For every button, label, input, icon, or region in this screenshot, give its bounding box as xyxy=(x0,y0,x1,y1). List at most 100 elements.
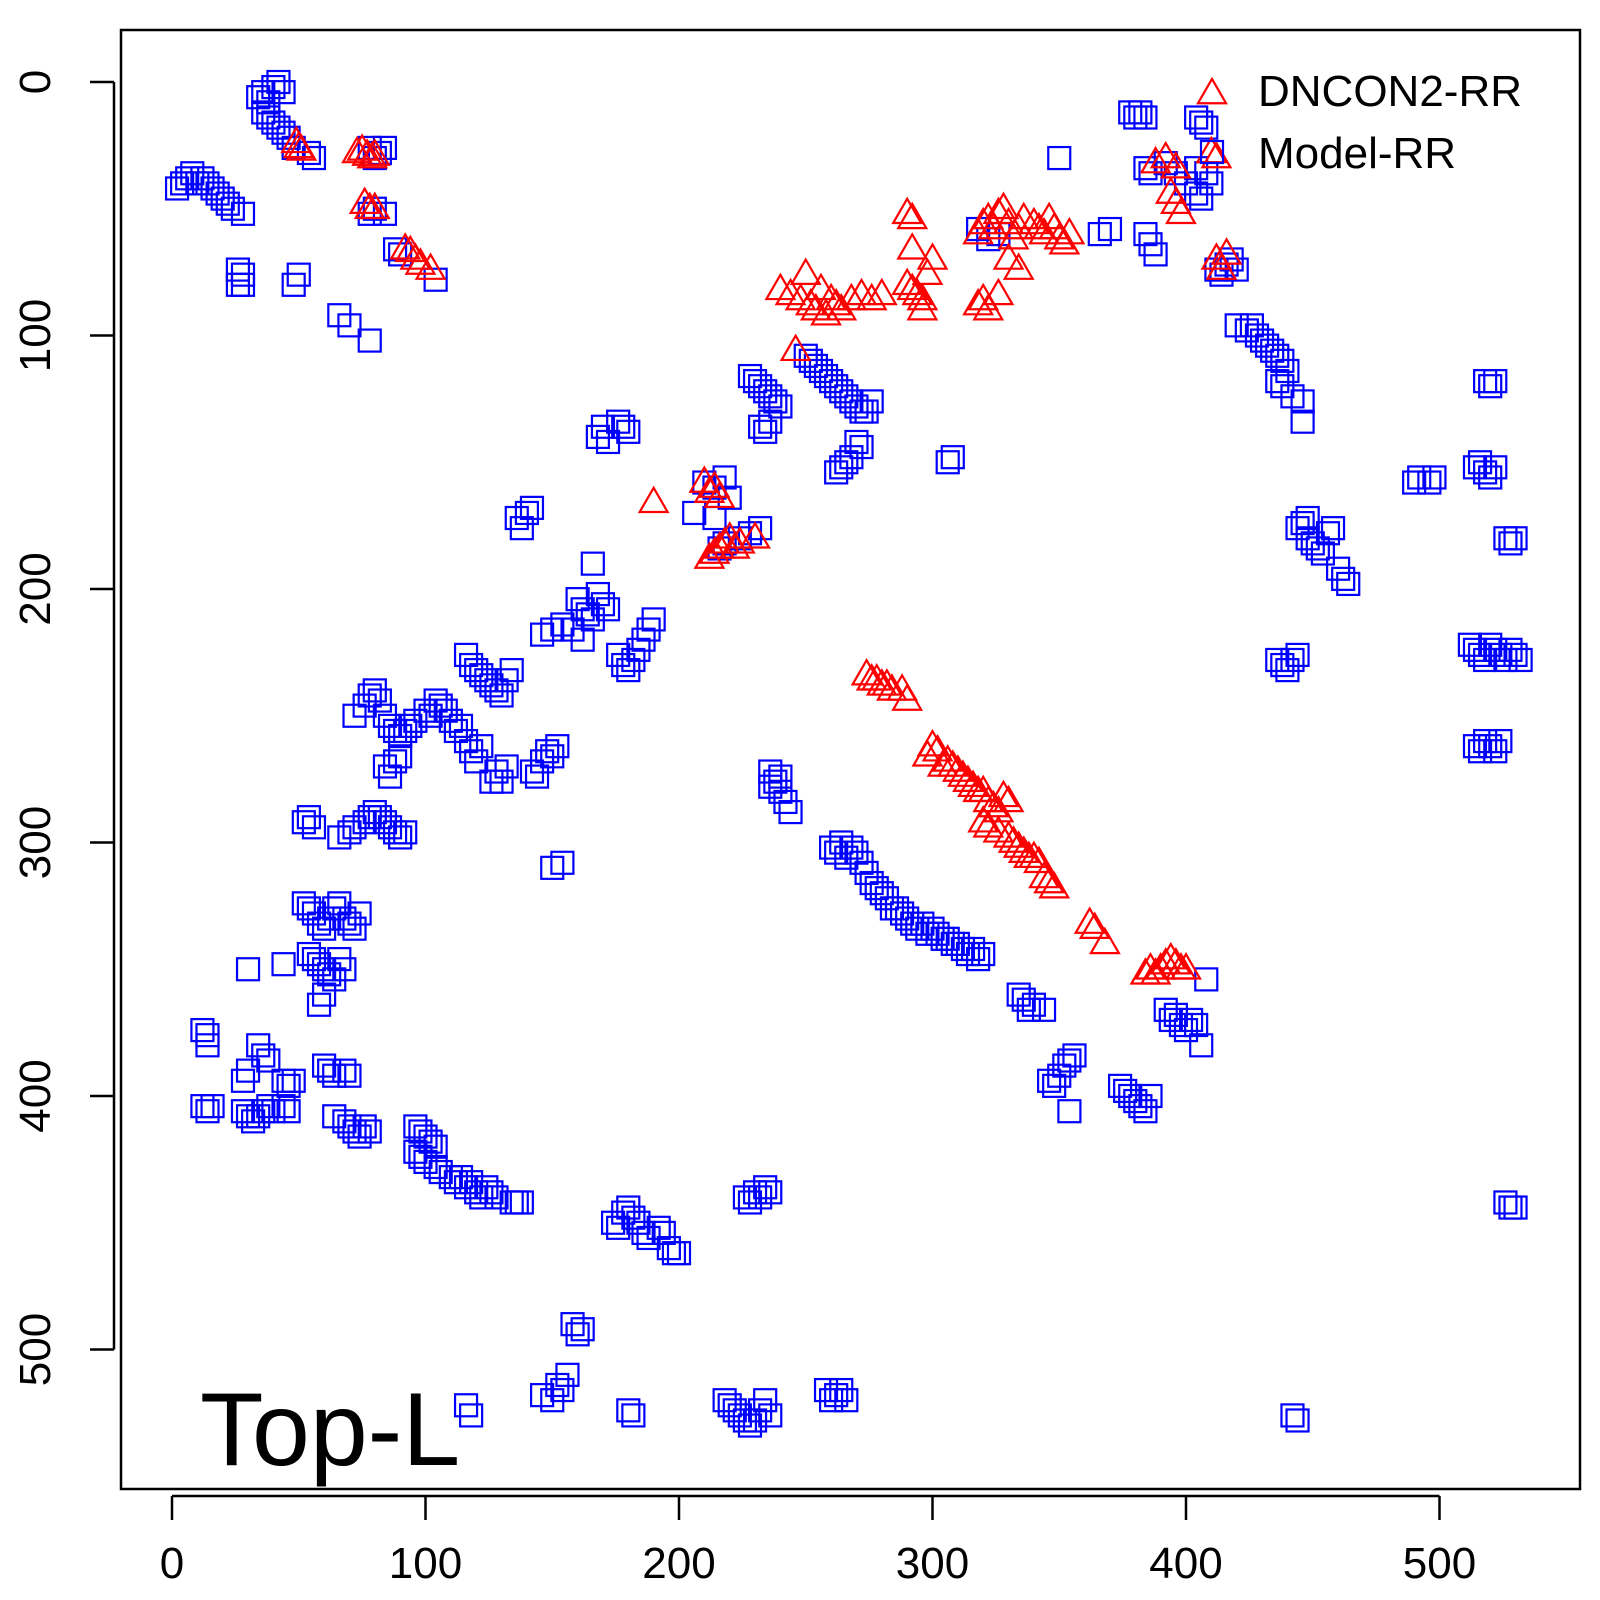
model-rr-point xyxy=(1057,1099,1082,1124)
dncon2-rr-point xyxy=(906,292,939,321)
model-rr-point xyxy=(301,815,327,840)
model-rr-point xyxy=(235,957,261,982)
dncon2-rr-point xyxy=(896,201,929,230)
model-rr-point xyxy=(448,713,474,738)
dncon2-rr-points xyxy=(280,125,1243,985)
model-rr-point xyxy=(935,450,960,475)
model-rr-point xyxy=(590,414,616,439)
dncon2-rr-point xyxy=(739,521,771,549)
y-tick-label: 100 xyxy=(11,299,60,372)
model-rr-point xyxy=(1478,374,1503,399)
legend-dncon2-marker xyxy=(1196,76,1228,105)
model-rr-point xyxy=(1508,647,1533,673)
dncon2-rr-point xyxy=(987,779,1020,808)
model-rr-point xyxy=(940,445,965,470)
dncon2-rr-point xyxy=(723,526,756,554)
model-rr-point xyxy=(1336,571,1361,597)
x-tick-label: 100 xyxy=(389,1539,462,1588)
x-tick-label: 400 xyxy=(1149,1539,1222,1588)
dncon2-rr-point xyxy=(982,277,1015,306)
model-rr-point xyxy=(1488,728,1513,754)
model-rr-point xyxy=(1280,1403,1305,1428)
model-rr-point xyxy=(1189,1033,1214,1058)
model-rr-point xyxy=(971,941,996,967)
model-rr-point xyxy=(1133,105,1158,130)
model-rr-point xyxy=(479,769,504,794)
dncon2-rr-point xyxy=(1210,237,1243,265)
dncon2-rr-point xyxy=(891,683,924,711)
model-rr-point xyxy=(1285,642,1310,668)
model-rr-point xyxy=(281,1068,306,1093)
dncon2-rr-point xyxy=(992,820,1025,848)
model-rr-point xyxy=(1087,222,1112,247)
model-rr-point xyxy=(1320,516,1346,541)
dncon2-rr-point xyxy=(1088,926,1121,955)
model-rr-point xyxy=(550,850,575,875)
y-tick-label: 400 xyxy=(11,1059,60,1132)
dncon2-rr-point xyxy=(982,196,1015,225)
dncon2-rr-point xyxy=(997,825,1030,853)
model-rr-point xyxy=(1503,642,1528,668)
x-axis: 0 100 200 300 400 500 xyxy=(160,1494,1476,1588)
legend-model-marker xyxy=(1199,139,1225,165)
model-rr-point xyxy=(859,389,884,414)
dncon2-rr-point xyxy=(637,485,670,514)
dncon2-rr-point xyxy=(992,242,1025,270)
dncon2-rr-point xyxy=(977,789,1010,818)
model-rr-point xyxy=(1047,145,1072,171)
model-rr-point xyxy=(616,1398,641,1423)
model-rr-point xyxy=(1016,997,1041,1022)
dncon2-rr-point xyxy=(1154,941,1187,970)
dncon2-rr-point xyxy=(789,257,822,285)
model-rr-point xyxy=(494,668,519,693)
model-rr-point xyxy=(753,1388,778,1413)
model-rr-point xyxy=(1189,186,1214,211)
model-rr-point xyxy=(382,749,408,774)
model-rr-point xyxy=(1503,1195,1528,1220)
x-tick-label: 300 xyxy=(896,1539,969,1588)
x-tick-label: 500 xyxy=(1403,1539,1476,1588)
model-rr-point xyxy=(595,597,621,622)
model-rr-point xyxy=(1483,369,1508,394)
model-rr-point xyxy=(611,414,636,439)
dncon2-rr-point xyxy=(1053,216,1086,245)
model-rr-point xyxy=(388,825,413,850)
model-rr-point xyxy=(555,1362,580,1387)
model-rr-point xyxy=(550,1377,575,1403)
model-rr-point xyxy=(388,744,413,769)
dncon2-rr-point xyxy=(865,277,898,306)
model-rr-point xyxy=(1184,181,1209,206)
dncon2-rr-point xyxy=(341,135,373,164)
model-rr-point xyxy=(509,1190,534,1215)
model-rr-point xyxy=(1138,1083,1163,1109)
model-rr-point xyxy=(337,1063,362,1088)
model-rr-point xyxy=(367,688,392,713)
model-rr-point xyxy=(195,1099,220,1124)
model-rr-point xyxy=(1133,1099,1158,1124)
model-rr-point xyxy=(200,1094,225,1119)
model-rr-point xyxy=(519,495,545,520)
model-rr-point xyxy=(1128,100,1153,125)
model-rr-point xyxy=(256,1094,281,1119)
model-rr-point xyxy=(1280,647,1305,673)
model-rr-point xyxy=(469,734,494,759)
dncon2-rr-point xyxy=(1038,870,1071,899)
dncon2-rr-point xyxy=(891,196,924,225)
model-rr-point xyxy=(271,952,296,977)
model-rr-point xyxy=(1178,1007,1204,1033)
model-rr-point xyxy=(1031,997,1057,1022)
dncon2-rr-point xyxy=(855,282,888,311)
dncon2-rr-point xyxy=(810,297,842,326)
dncon2-rr-point xyxy=(1139,145,1172,174)
model-rr-point xyxy=(616,419,641,444)
model-rr-point xyxy=(1483,455,1508,480)
model-rr-point xyxy=(621,1403,646,1428)
model-rr-point xyxy=(565,1322,590,1347)
dncon2-rr-point xyxy=(982,794,1015,823)
dncon2-rr-point xyxy=(1205,252,1238,280)
dncon2-rr-point xyxy=(1028,860,1060,889)
dncon2-rr-point xyxy=(931,744,964,772)
model-rr-point xyxy=(778,799,803,825)
model-rr-point xyxy=(1189,110,1214,135)
